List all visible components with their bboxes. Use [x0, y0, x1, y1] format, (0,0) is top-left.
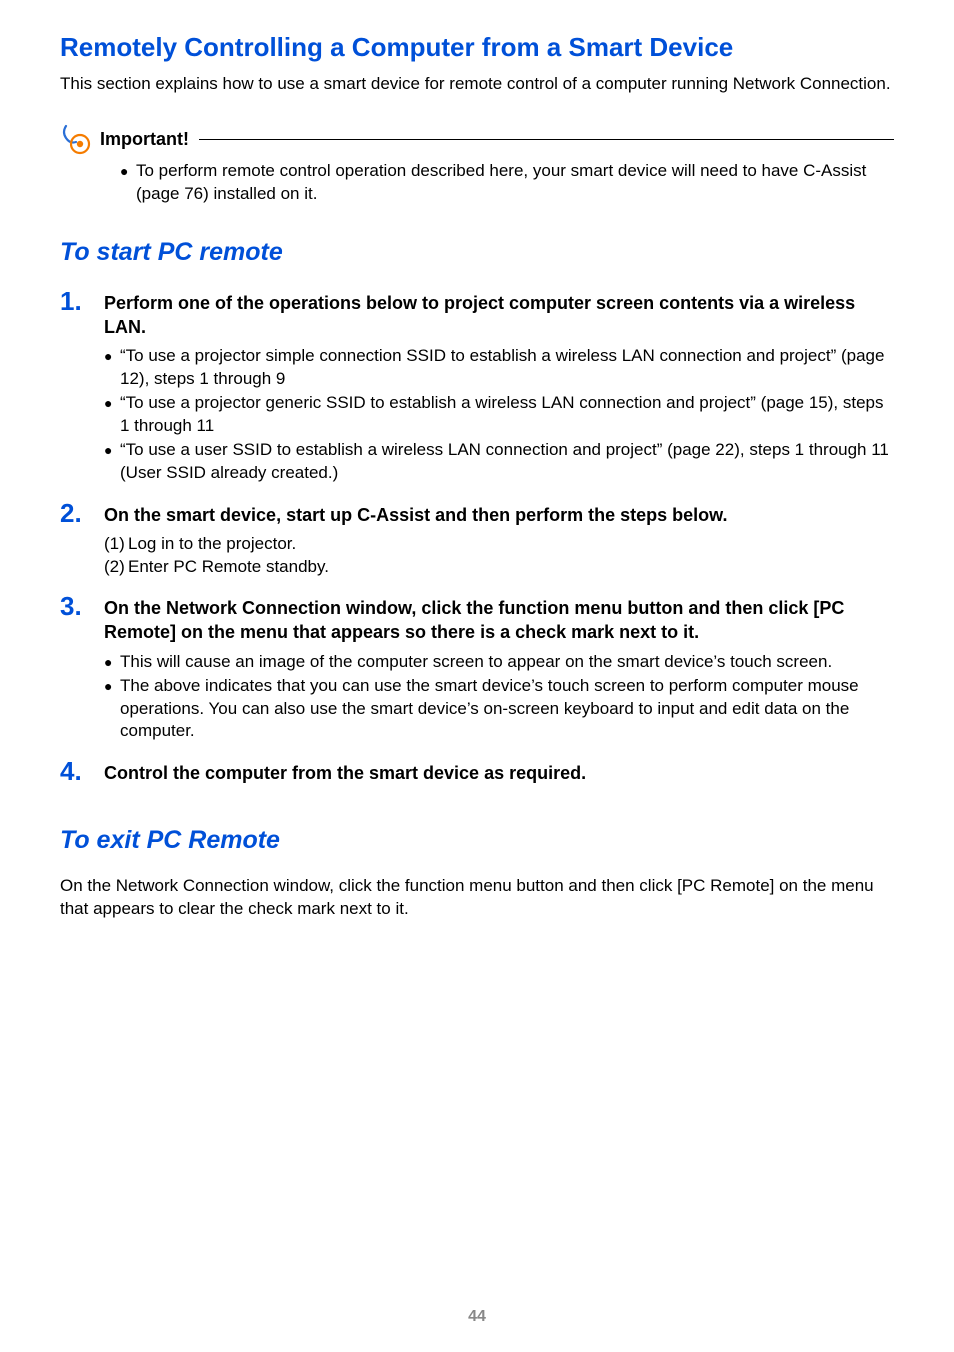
bullet-icon: ●	[104, 345, 120, 391]
step-heading: On the Network Connection window, click …	[104, 596, 894, 645]
step-bullet-text: “To use a projector generic SSID to esta…	[120, 392, 894, 438]
step-body: Control the computer from the smart devi…	[104, 758, 894, 791]
section-body-text: On the Network Connection window, click …	[60, 875, 894, 921]
step-number: 1.	[60, 288, 104, 486]
step-numbered-list: (1) Log in to the projector. (2) Enter P…	[104, 533, 894, 579]
step-heading: Control the computer from the smart devi…	[104, 761, 894, 785]
bullet-icon: ●	[104, 651, 120, 674]
bullet-icon: ●	[104, 439, 120, 485]
section-heading: To exit PC Remote	[60, 824, 894, 858]
step-body: On the smart device, start up C-Assist a…	[104, 500, 894, 579]
important-label: Important!	[94, 127, 199, 151]
important-header-row: Important!	[60, 122, 894, 156]
step-bullet-item: ● “To use a user SSID to establish a wir…	[104, 439, 894, 485]
step-bullet-item: ● The above indicates that you can use t…	[104, 675, 894, 744]
important-bullet-item: ● To perform remote control operation de…	[120, 160, 894, 206]
step: 4. Control the computer from the smart d…	[60, 758, 894, 791]
step-bullet-item: ● This will cause an image of the comput…	[104, 651, 894, 674]
step-heading: Perform one of the operations below to p…	[104, 291, 894, 340]
step-body: On the Network Connection window, click …	[104, 593, 894, 744]
step: 2. On the smart device, start up C-Assis…	[60, 500, 894, 579]
step-number: 3.	[60, 593, 104, 744]
step-numbered-item: (2) Enter PC Remote standby.	[104, 556, 894, 579]
important-divider	[199, 139, 894, 140]
step-bullets: ● This will cause an image of the comput…	[104, 651, 894, 744]
step-bullet-item: ● “To use a projector generic SSID to es…	[104, 392, 894, 438]
step-bullet-text: “To use a projector simple connection SS…	[120, 345, 894, 391]
intro-text: This section explains how to use a smart…	[60, 73, 894, 96]
step-number: 2.	[60, 500, 104, 579]
step-numbered-marker: (2)	[104, 556, 128, 579]
important-bullets: ● To perform remote control operation de…	[60, 160, 894, 206]
step-number: 4.	[60, 758, 104, 791]
bullet-icon: ●	[104, 392, 120, 438]
page-title: Remotely Controlling a Computer from a S…	[60, 30, 894, 65]
step-bullets: ● “To use a projector simple connection …	[104, 345, 894, 485]
step-numbered-text: Enter PC Remote standby.	[128, 556, 329, 579]
step: 1. Perform one of the operations below t…	[60, 288, 894, 486]
step-bullet-text: This will cause an image of the computer…	[120, 651, 832, 674]
step: 3. On the Network Connection window, cli…	[60, 593, 894, 744]
step-numbered-text: Log in to the projector.	[128, 533, 296, 556]
step-bullet-text: “To use a user SSID to establish a wirel…	[120, 439, 894, 485]
step-heading: On the smart device, start up C-Assist a…	[104, 503, 894, 527]
bullet-icon: ●	[104, 675, 120, 744]
step-bullet-text: The above indicates that you can use the…	[120, 675, 894, 744]
step-numbered-item: (1) Log in to the projector.	[104, 533, 894, 556]
step-body: Perform one of the operations below to p…	[104, 288, 894, 486]
step-numbered-marker: (1)	[104, 533, 128, 556]
bullet-icon: ●	[120, 160, 136, 206]
important-bullet-text: To perform remote control operation desc…	[136, 160, 894, 206]
page-number: 44	[0, 1306, 954, 1328]
section-heading: To start PC remote	[60, 236, 894, 270]
step-bullet-item: ● “To use a projector simple connection …	[104, 345, 894, 391]
important-icon	[60, 122, 94, 156]
